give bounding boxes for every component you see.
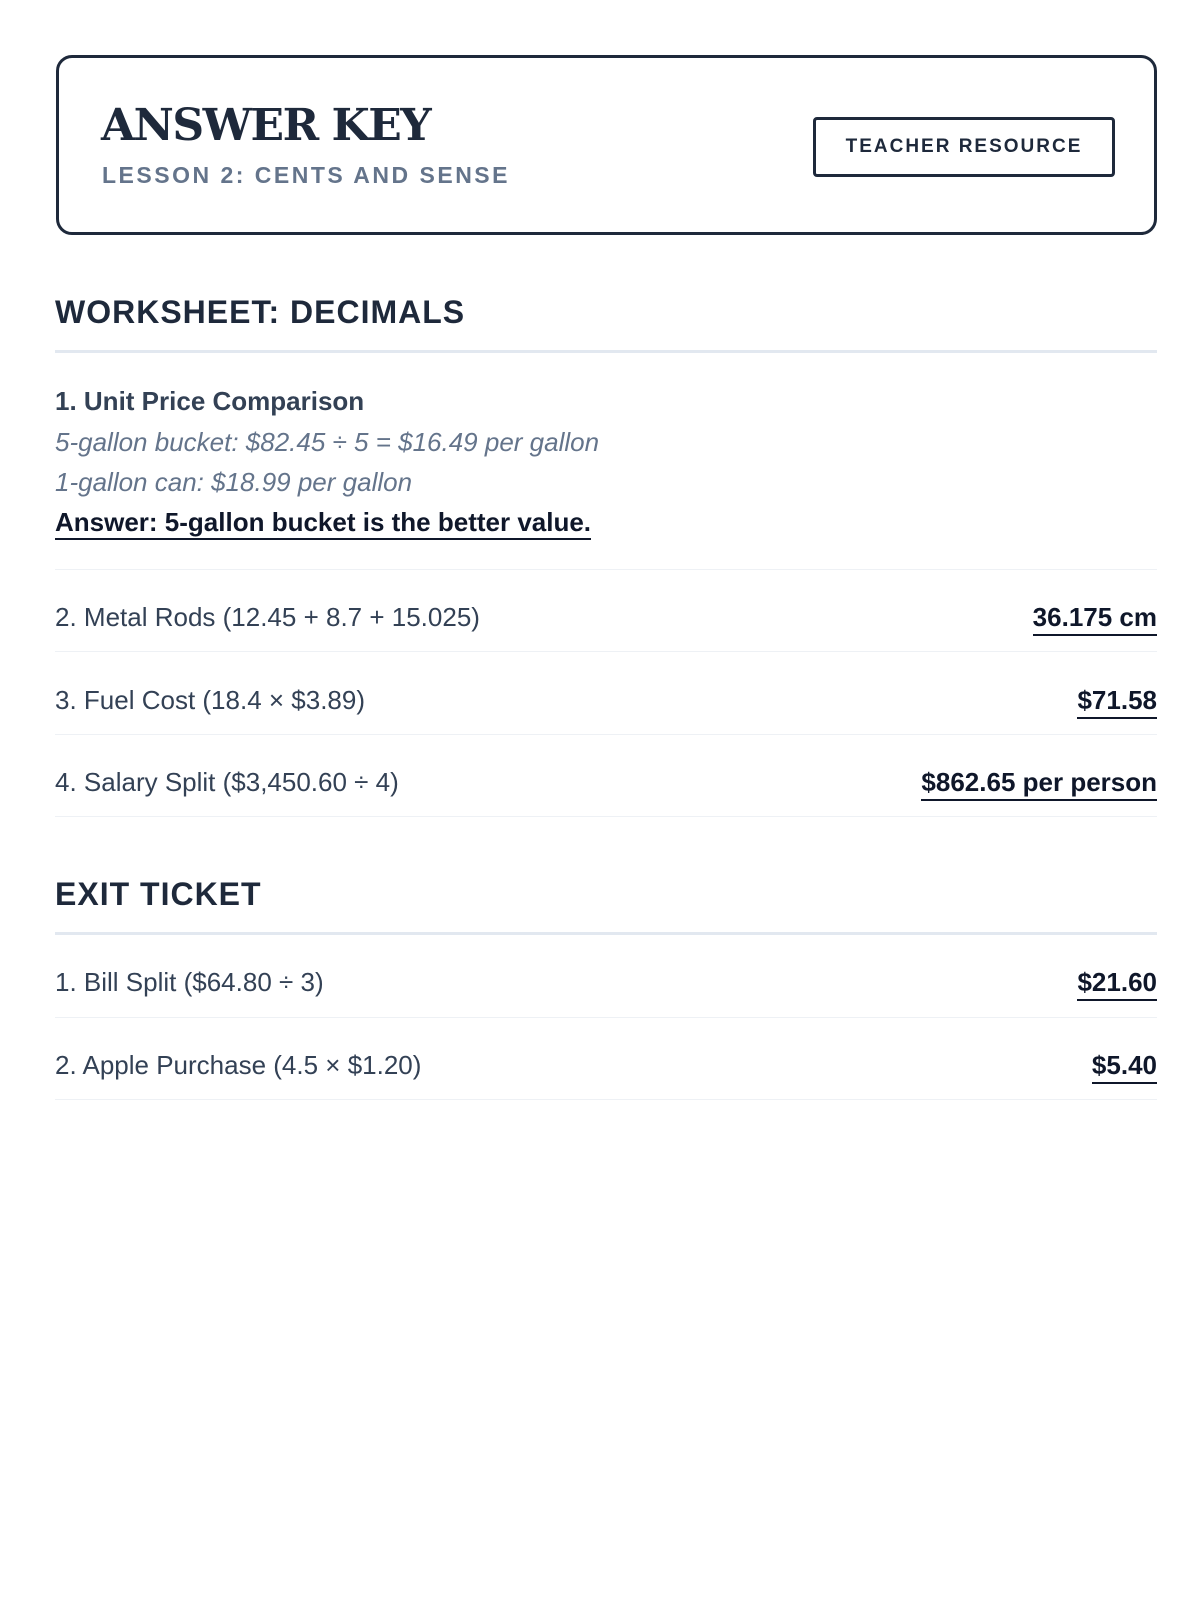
answer: $21.60 xyxy=(1077,967,1157,1001)
q1-line2: 1-gallon can: $18.99 per gallon xyxy=(55,467,413,497)
question: 2. Apple Purchase (4.5 × $1.20) xyxy=(55,1050,422,1080)
answer: $5.40 xyxy=(1091,1050,1157,1084)
list-item: 3. Fuel Cost (18.4 × $3.89) $71.58 xyxy=(55,685,1157,719)
question: 4. Salary Split ($3,450.60 ÷ 4) xyxy=(55,767,399,797)
list-item: 4. Salary Split ($3,450.60 ÷ 4) $862.65 p… xyxy=(55,767,1157,801)
teacher-resource-badge: TEACHER RESOURCE xyxy=(813,117,1115,177)
divider xyxy=(55,816,1157,817)
list-item: 2. Apple Purchase (4.5 × $1.20) $5.40 xyxy=(55,1050,1157,1084)
divider xyxy=(55,1099,1157,1100)
q1-answer: Answer: 5-gallon bucket is the better va… xyxy=(55,507,592,540)
list-item: 1. Bill Split ($64.80 ÷ 3) $21.60 xyxy=(55,967,1157,1001)
question: 2. Metal Rods (12.45 + 8.7 + 15.025) xyxy=(55,602,480,632)
exit-ticket-heading: EXIT TICKET xyxy=(55,876,262,912)
question: 3. Fuel Cost (18.4 × $3.89) xyxy=(55,685,366,715)
page-title: ANSWER KEY xyxy=(101,100,432,151)
question: 1. Bill Split ($64.80 ÷ 3) xyxy=(55,967,324,997)
worksheet-heading: WORKSHEET: DECIMALS xyxy=(55,294,466,330)
divider xyxy=(55,569,1157,570)
divider xyxy=(55,1017,1157,1018)
answer: $862.65 per person xyxy=(921,767,1157,801)
divider xyxy=(55,932,1157,935)
list-item: 2. Metal Rods (12.45 + 8.7 + 15.025) 36.1… xyxy=(55,602,1157,636)
divider xyxy=(55,350,1157,353)
answer: $71.58 xyxy=(1077,685,1157,719)
divider xyxy=(55,651,1157,652)
header-card: ANSWER KEY LESSON 2: CENTS AND SENSE TEA… xyxy=(56,55,1157,235)
lesson-subtitle: LESSON 2: CENTS AND SENSE xyxy=(102,162,510,188)
q1-title: 1. Unit Price Comparison xyxy=(55,386,365,416)
q1-line1: 5-gallon bucket: $82.45 ÷ 5 = $16.49 per… xyxy=(55,427,600,457)
divider xyxy=(55,734,1157,735)
answer: 36.175 cm xyxy=(1032,602,1157,636)
